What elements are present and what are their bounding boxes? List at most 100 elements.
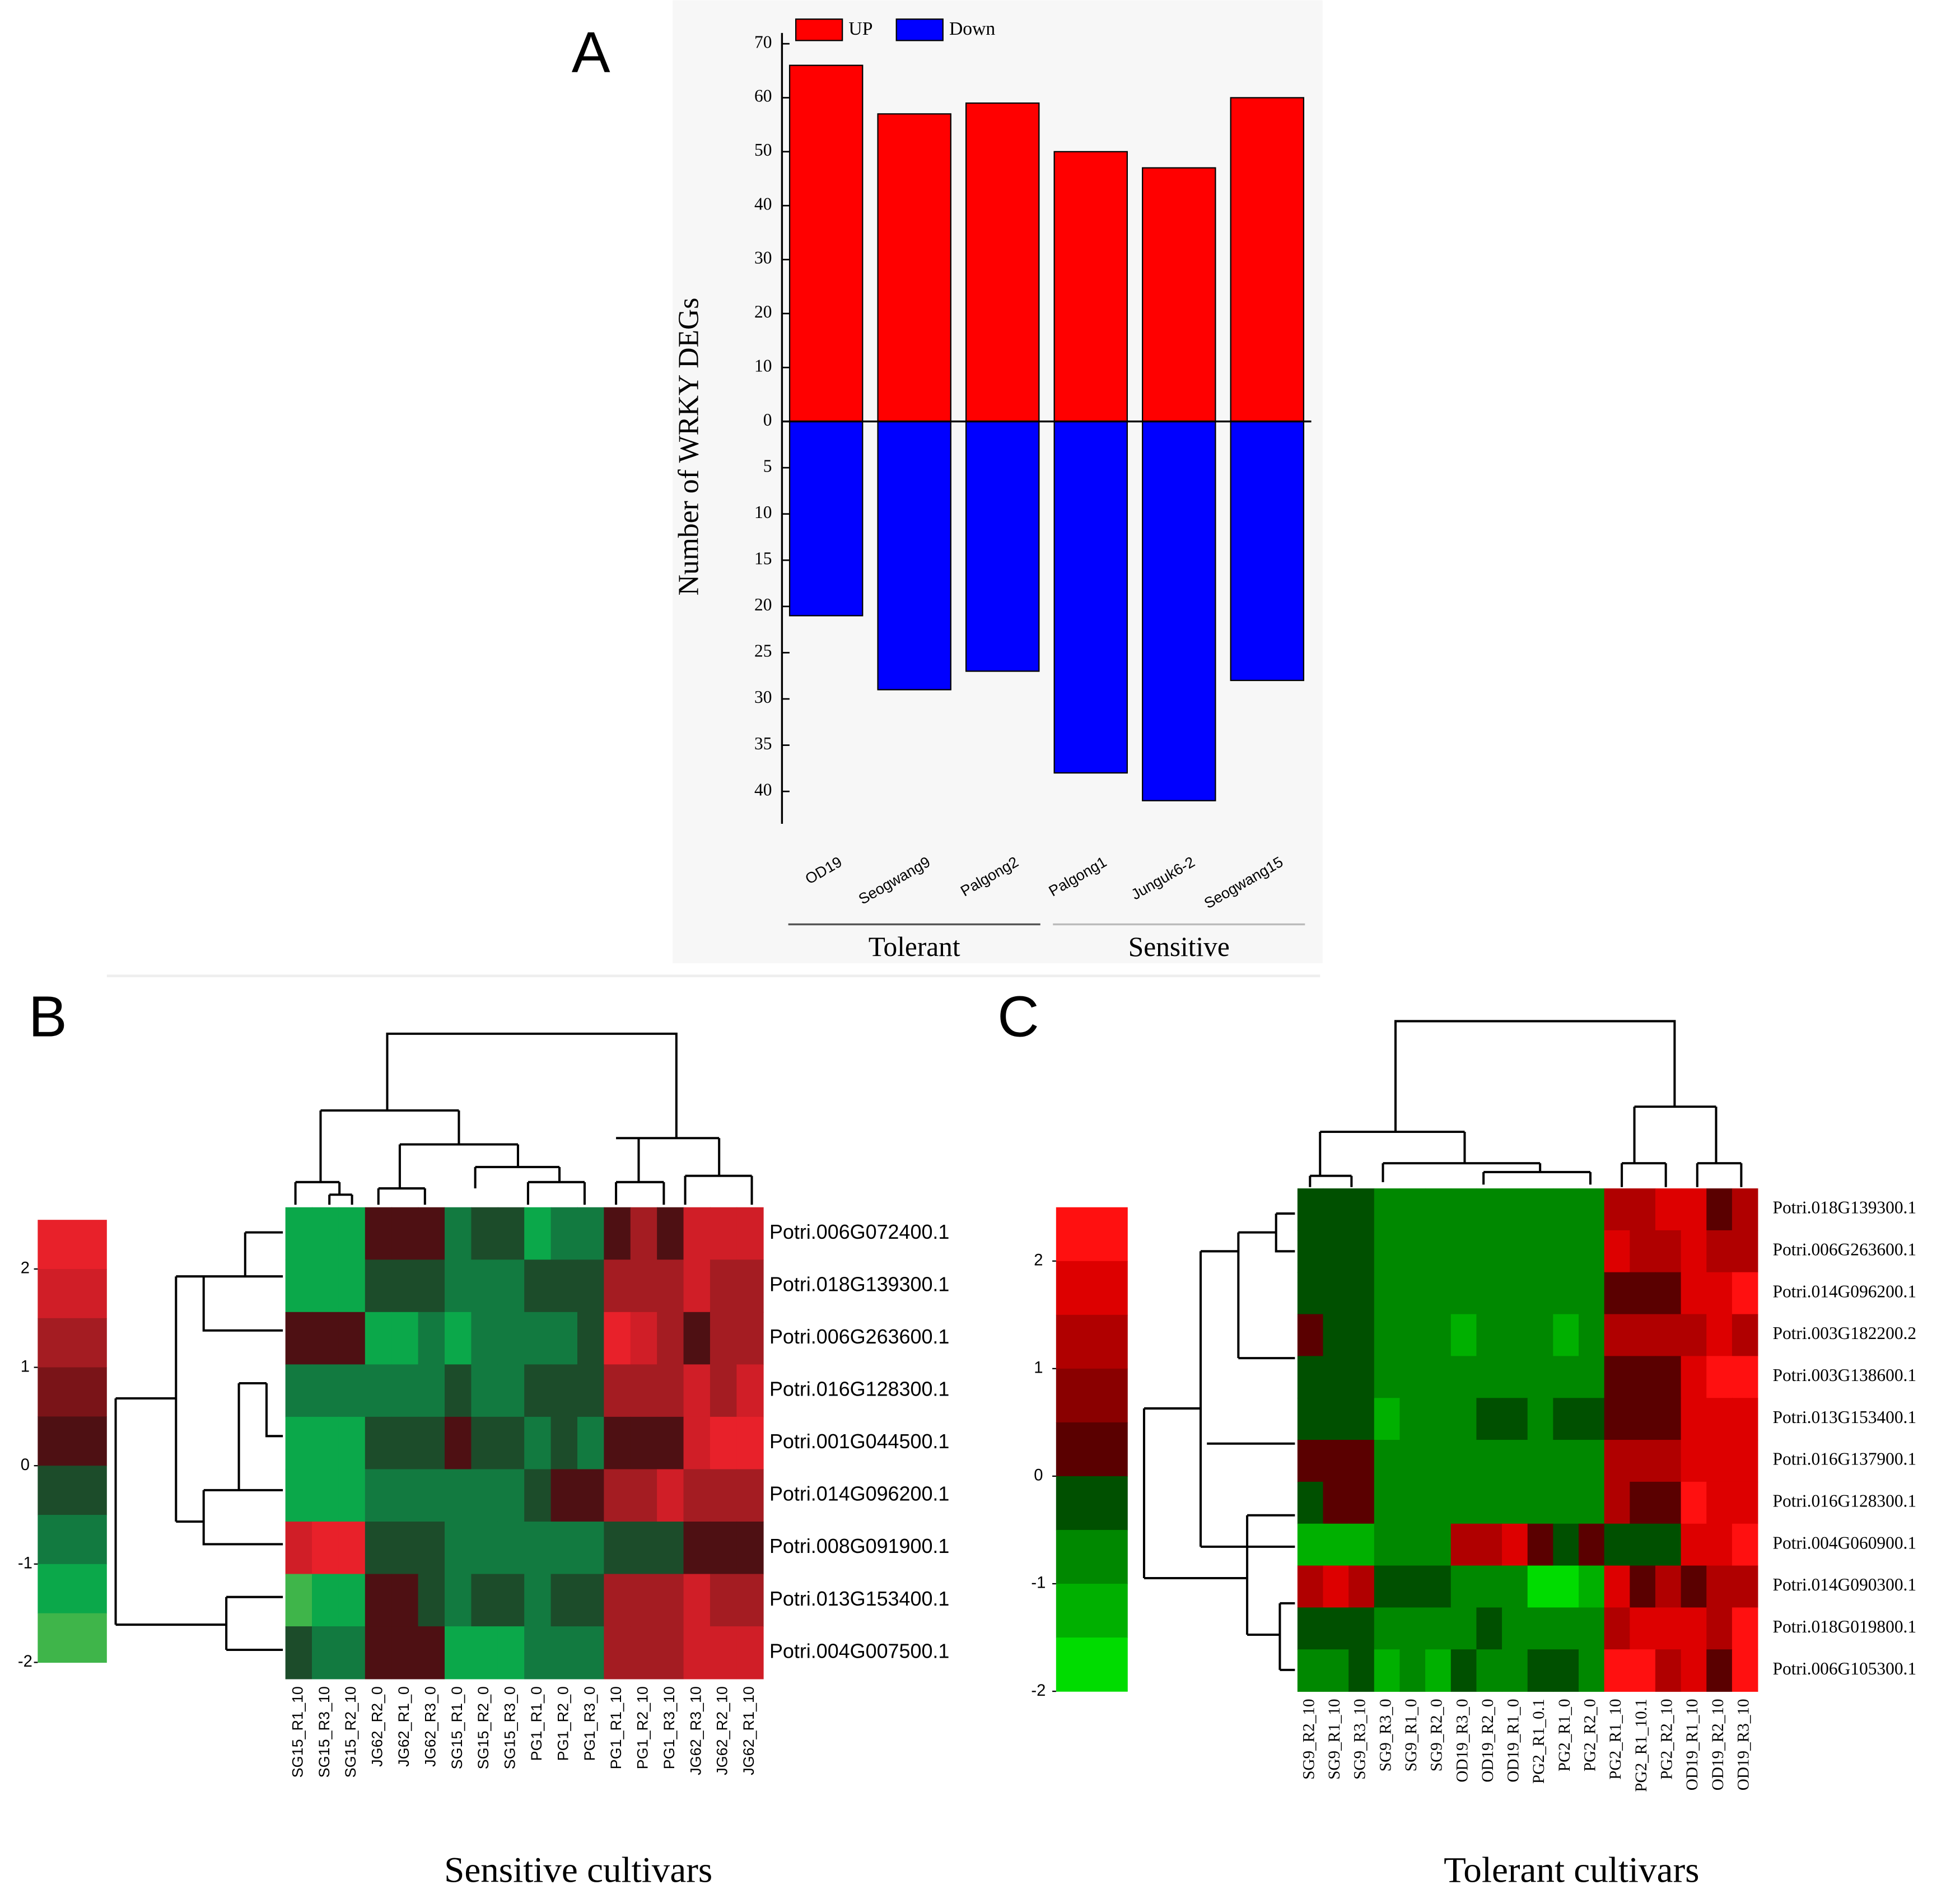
colorbar-box bbox=[1056, 1261, 1128, 1315]
heatmap-cell bbox=[365, 1626, 393, 1680]
y-tick-label: 20 bbox=[754, 302, 772, 321]
dendrogram-b-top bbox=[294, 1032, 753, 1205]
heatmap-cell bbox=[391, 1469, 419, 1522]
heatmap-cell bbox=[1579, 1188, 1605, 1231]
heatmap-cell bbox=[497, 1259, 525, 1313]
heatmap-cell bbox=[1502, 1314, 1528, 1357]
bar bbox=[1053, 151, 1128, 422]
colorbar-box bbox=[38, 1220, 107, 1270]
heatmap-cell bbox=[1502, 1523, 1528, 1566]
heatmap-cell bbox=[1476, 1565, 1502, 1608]
heatmap-cell bbox=[657, 1207, 684, 1261]
heatmap-cell bbox=[1655, 1565, 1682, 1608]
row-label: Potri.006G263600.1 bbox=[769, 1325, 949, 1348]
heatmap-cell bbox=[550, 1626, 578, 1680]
heatmap-cell bbox=[604, 1521, 631, 1575]
heatmap-cell bbox=[657, 1259, 684, 1313]
heatmap-cell bbox=[1527, 1565, 1554, 1608]
heatmap-cell bbox=[338, 1574, 366, 1627]
heatmap-cell bbox=[418, 1416, 445, 1470]
heatmap-cell bbox=[683, 1626, 711, 1680]
heatmap-cell bbox=[1655, 1607, 1682, 1650]
heatmap-cell bbox=[1450, 1481, 1477, 1524]
heatmap-cell bbox=[1425, 1649, 1452, 1692]
heatmap-cell bbox=[1553, 1230, 1579, 1273]
heatmap-cell bbox=[1706, 1649, 1733, 1692]
heatmap-cell bbox=[1681, 1481, 1707, 1524]
heatmap-cell bbox=[1732, 1398, 1758, 1440]
heatmap-cell bbox=[1655, 1314, 1682, 1357]
heatmap-cell bbox=[471, 1207, 498, 1261]
heatmap-cell bbox=[1630, 1230, 1656, 1273]
heatmap-cell bbox=[1348, 1481, 1375, 1524]
heatmap-cell bbox=[1630, 1523, 1656, 1566]
row-label: Potri.003G138600.1 bbox=[1772, 1365, 1916, 1385]
dendrogram-b-left bbox=[114, 1231, 283, 1651]
heatmap-cell bbox=[1476, 1523, 1502, 1566]
column-label: JG62_R2_0 bbox=[369, 1686, 386, 1767]
colorbar-box bbox=[1056, 1638, 1128, 1692]
column-label: PG2_R2_0 bbox=[1581, 1699, 1599, 1772]
heatmap-cell bbox=[312, 1469, 339, 1522]
column-label: JG62_R3_0 bbox=[422, 1686, 438, 1767]
heatmap-cell bbox=[1553, 1607, 1579, 1650]
heatmap-cell bbox=[1323, 1398, 1350, 1440]
heatmap-cell bbox=[657, 1574, 684, 1627]
y2-tick-label: 15 bbox=[754, 549, 772, 568]
heatmap-cell bbox=[1630, 1398, 1656, 1440]
colorbar-tick-label: 0 bbox=[1034, 1467, 1043, 1485]
colorbar-tick-label: 1 bbox=[21, 1357, 30, 1375]
heatmap-cell bbox=[1348, 1523, 1375, 1566]
heatmap-cell bbox=[1579, 1607, 1605, 1650]
heatmap-cell bbox=[1502, 1188, 1528, 1231]
legend-label: UP bbox=[848, 18, 872, 39]
heatmap-cell bbox=[630, 1207, 658, 1261]
heatmap-cell bbox=[736, 1312, 764, 1365]
row-label: Potri.018G139300.1 bbox=[769, 1273, 949, 1296]
colorbar-tick-label: -2 bbox=[1031, 1682, 1046, 1700]
heatmap-cell bbox=[1630, 1314, 1656, 1357]
heatmap-cell bbox=[550, 1416, 578, 1470]
heatmap-cell bbox=[1297, 1649, 1324, 1692]
colorbar-box bbox=[38, 1268, 107, 1319]
bar bbox=[1230, 421, 1305, 682]
column-label: OD19_R2_10 bbox=[1709, 1699, 1727, 1791]
row-label: Potri.014G096200.1 bbox=[769, 1482, 949, 1505]
heatmap-cell bbox=[1476, 1356, 1502, 1399]
heatmap-cell bbox=[1399, 1272, 1426, 1315]
column-label: OD19_R1_10 bbox=[1683, 1699, 1701, 1791]
heatmap-cell bbox=[736, 1469, 764, 1522]
heatmap-cell bbox=[1476, 1398, 1502, 1440]
heatmap-cell bbox=[1681, 1356, 1707, 1399]
column-label: SG15_R2_0 bbox=[475, 1686, 492, 1769]
heatmap-cell bbox=[1425, 1523, 1452, 1566]
heatmap-cell bbox=[365, 1469, 393, 1522]
heatmap-cell bbox=[418, 1469, 445, 1522]
row-label: Potri.018G139300.1 bbox=[1772, 1198, 1916, 1217]
heatmap-cell bbox=[604, 1259, 631, 1313]
heatmap-cell bbox=[444, 1626, 472, 1680]
heatmap-cell bbox=[1655, 1188, 1682, 1231]
heatmap-cell bbox=[1655, 1440, 1682, 1482]
heatmap-cell bbox=[1374, 1188, 1401, 1231]
heatmap-cell bbox=[1502, 1230, 1528, 1273]
column-label: SG9_R2_10 bbox=[1300, 1699, 1318, 1780]
heatmap-cell bbox=[630, 1521, 658, 1575]
heatmap-cell bbox=[1450, 1440, 1477, 1482]
heatmap-cell bbox=[1450, 1356, 1477, 1399]
colorbar-tick-label: -2 bbox=[18, 1653, 32, 1671]
heatmap-cell bbox=[1476, 1188, 1502, 1231]
heatmap-cell bbox=[1732, 1356, 1758, 1399]
heatmap-cell bbox=[1604, 1314, 1631, 1357]
bar bbox=[788, 421, 864, 617]
heatmap-cell bbox=[604, 1626, 631, 1680]
heatmap-cell bbox=[1374, 1272, 1401, 1315]
heatmap-cell bbox=[736, 1259, 764, 1313]
heatmap-cell bbox=[710, 1364, 738, 1417]
heatmap-cell bbox=[338, 1207, 366, 1261]
heatmap-cell bbox=[604, 1469, 631, 1522]
heatmap-cell bbox=[1579, 1356, 1605, 1399]
column-label: PG2_R1_10.1 bbox=[1632, 1699, 1650, 1792]
heatmap-cell bbox=[657, 1626, 684, 1680]
heatmap-cell bbox=[1297, 1314, 1324, 1357]
